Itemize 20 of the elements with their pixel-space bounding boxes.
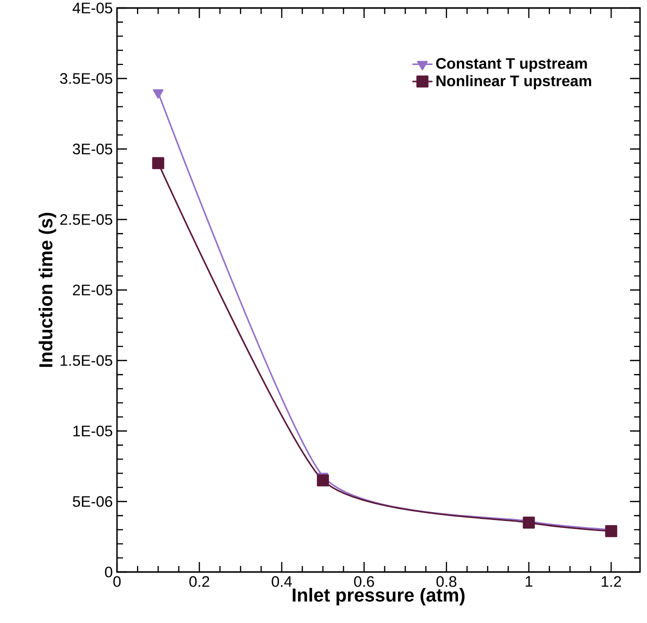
y-tick-label: 3E-05	[72, 144, 112, 154]
x-tick-label: 1.2	[602, 576, 621, 587]
x-tick-label: 0.6	[354, 576, 374, 587]
x-axis-title: Inlet pressure (atm)	[292, 588, 465, 606]
y-tick-label: 3.5E-05	[60, 73, 112, 84]
y-tick-label: 1E-05	[73, 426, 112, 436]
x-tick-label: 0.2	[189, 576, 210, 587]
x-tick-label: 1	[526, 576, 532, 587]
y-tick-label: 0	[104, 566, 112, 578]
y-tick-label: 1.5E-05	[60, 355, 112, 366]
legend-label: Constant T upstream	[436, 58, 587, 72]
y-tick-label: 5E-06	[72, 496, 112, 507]
y-tick-label: 4E-05	[72, 2, 112, 14]
x-tick-label: 0.8	[436, 576, 456, 587]
legend-label: Nonlinear T upstream	[436, 75, 592, 90]
y-tick-label: 2.5E-05	[60, 214, 112, 225]
x-tick-label: 0.4	[272, 576, 292, 587]
y-axis-title: Induction time (s)	[38, 212, 56, 367]
y-tick-label: 2E-05	[72, 284, 112, 296]
x-tick-label: 0	[113, 576, 121, 587]
